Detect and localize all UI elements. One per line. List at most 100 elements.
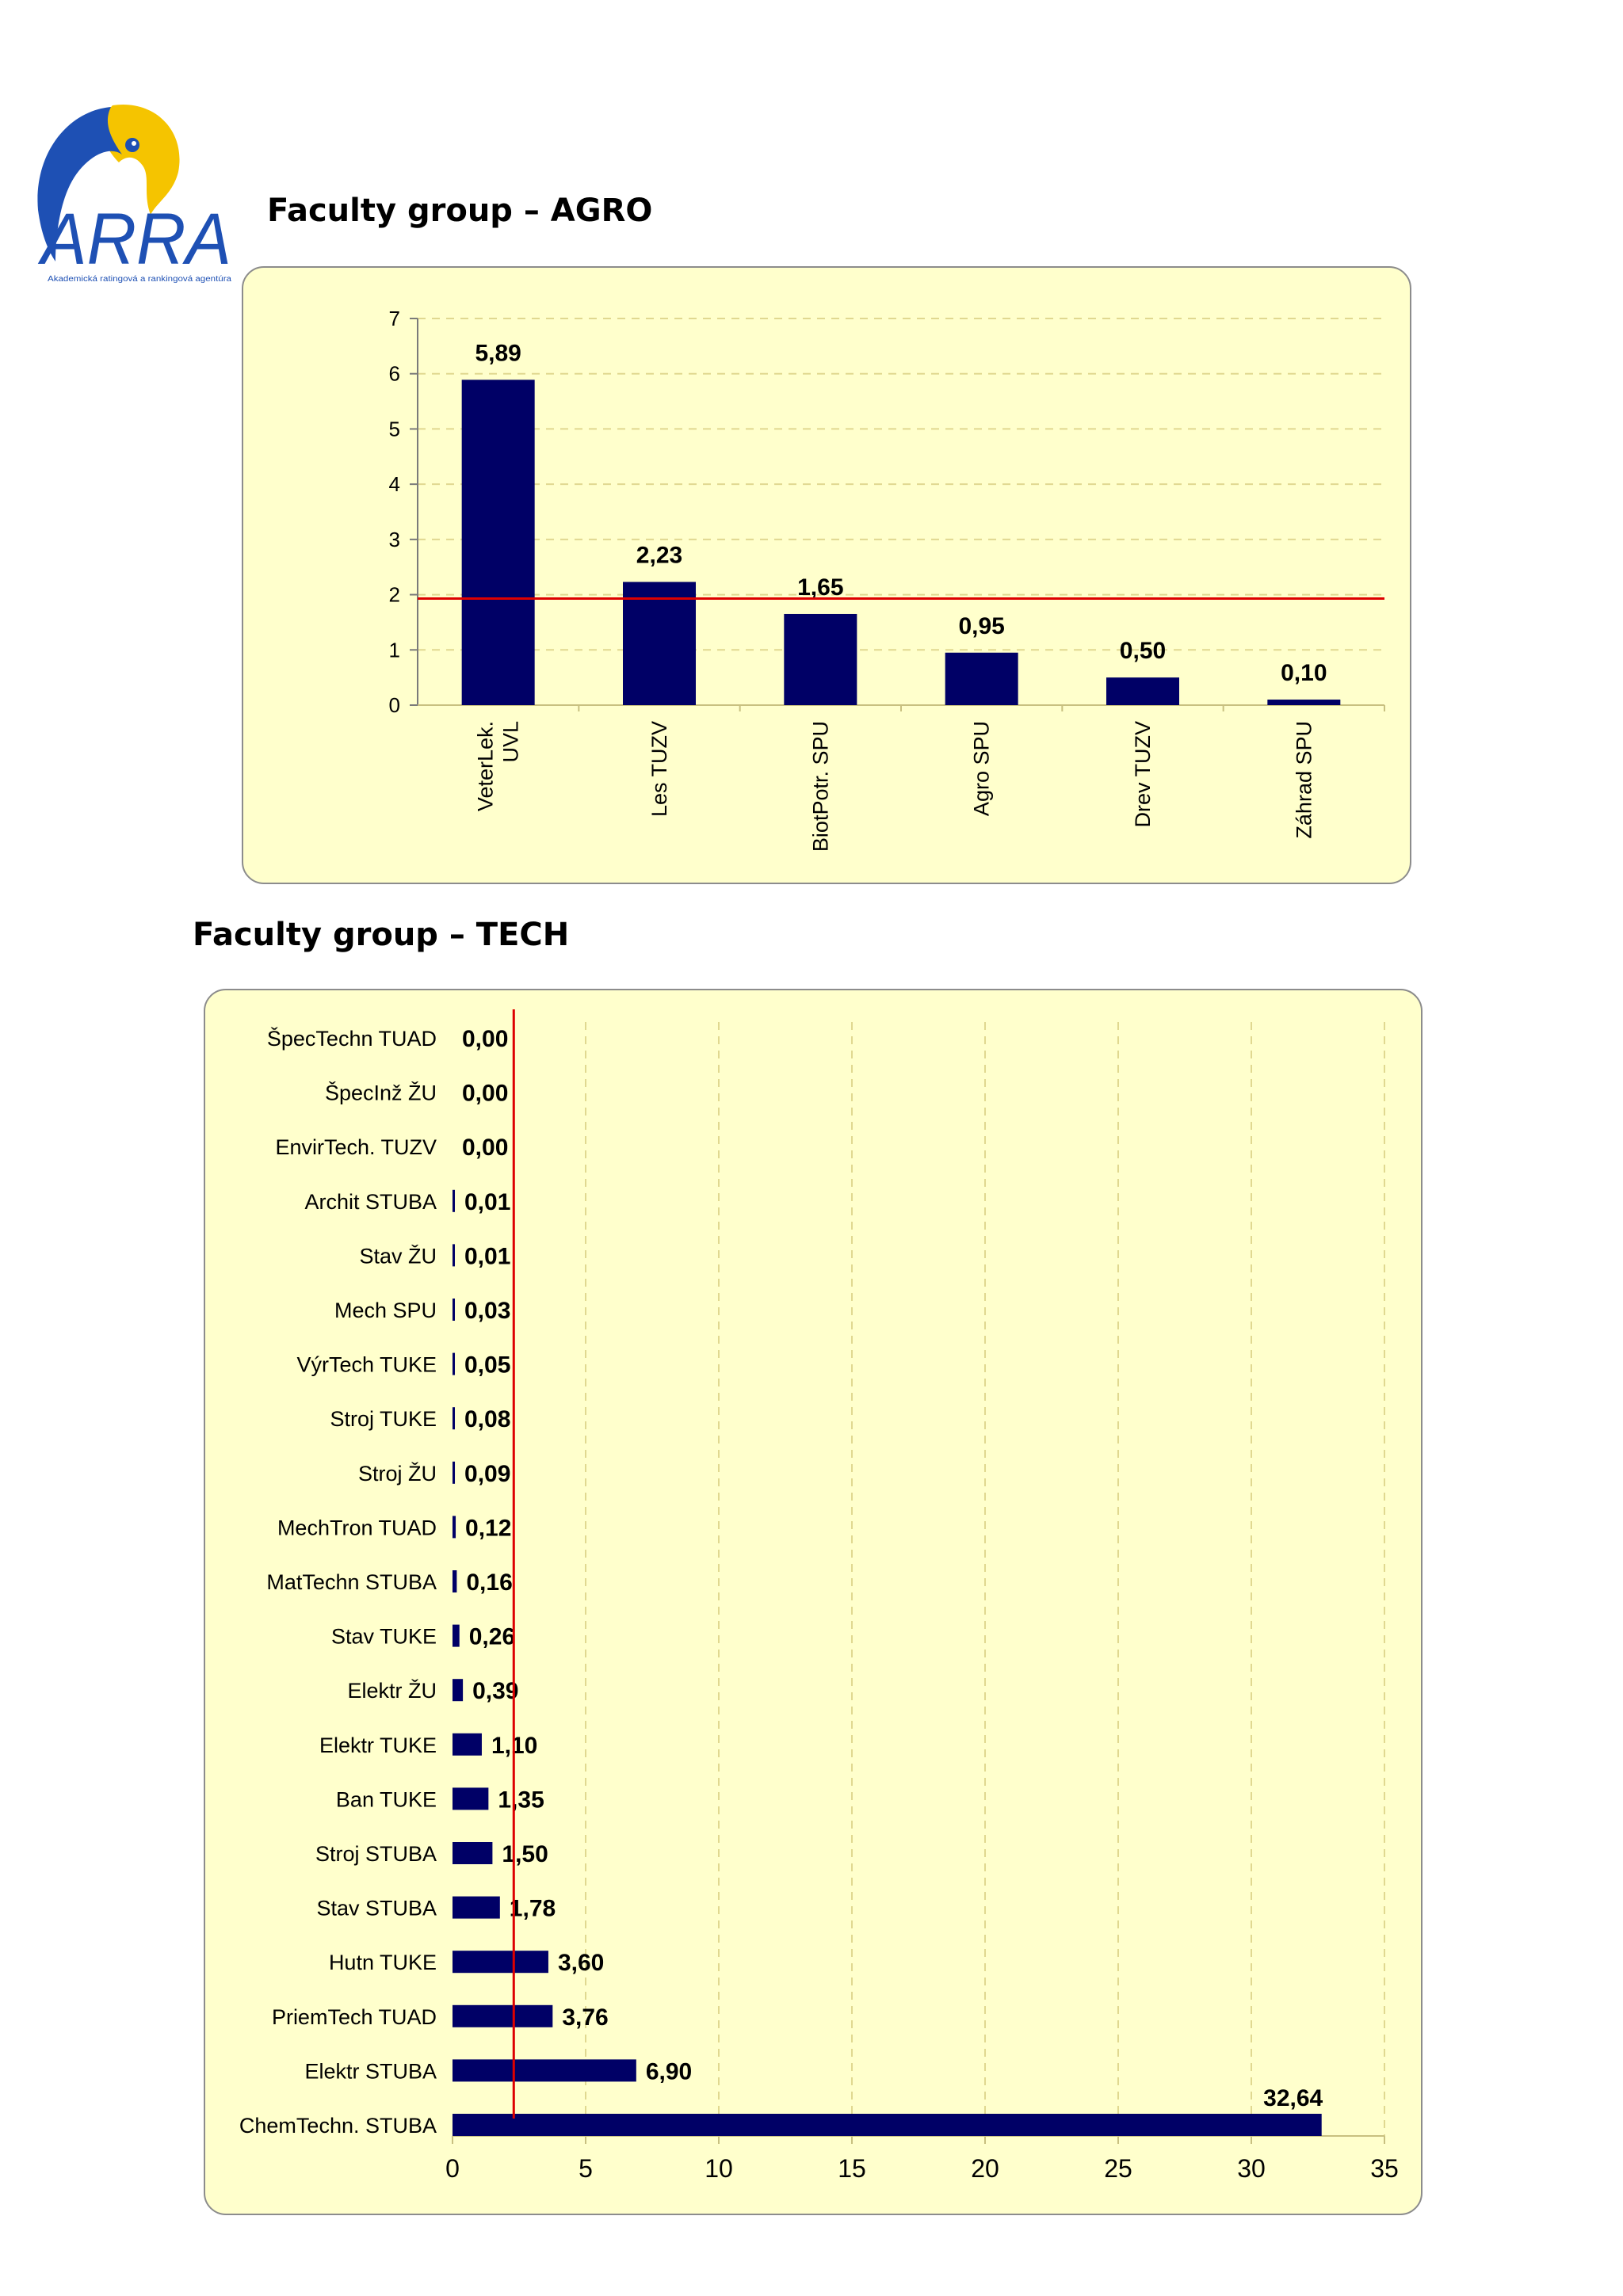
bar-14 — [453, 1787, 489, 1810]
data-label-3: 0,01 — [464, 1189, 510, 1215]
x-tick-label: 25 — [1104, 2154, 1132, 2183]
x-category-label-line: Agro SPU — [970, 721, 994, 816]
y-tick-label: 3 — [389, 528, 400, 551]
bar-10 — [453, 1570, 457, 1592]
x-category-label-3: Agro SPU — [970, 721, 994, 816]
data-label-18: 3,76 — [562, 2004, 608, 2031]
bar-1 — [623, 582, 696, 705]
bar-20 — [453, 2114, 1322, 2136]
x-tick-label: 0 — [445, 2154, 460, 2183]
agro-chart-panel: 0 1 2 3 4 5 6 7 5,89 VeterLek.UVL 2,23 Les TUZV 1,65… — [242, 266, 1411, 884]
y-category-label-1: ŠpecInž ŽU — [325, 1081, 437, 1105]
bar-5 — [1267, 700, 1341, 705]
y-category-label-0: ŠpecTechn TUAD — [267, 1026, 437, 1051]
y-category-label-7: Stroj TUKE — [330, 1407, 437, 1431]
y-category-label-16: Stav STUBA — [316, 1897, 437, 1920]
bar-4 — [1106, 677, 1179, 705]
data-label-2: 0,00 — [462, 1135, 508, 1161]
y-category-label-3: Archit STUBA — [304, 1190, 437, 1214]
bar-13 — [453, 1733, 482, 1756]
data-label-14: 1,35 — [498, 1787, 544, 1813]
logo-brand: ARRA — [37, 199, 231, 280]
data-label-1: 2,23 — [636, 543, 682, 569]
tech-chart-panel: 0 5 10 15 20 25 30 35 ŠpecTechn TUAD 0,00 ŠpecInž … — [204, 989, 1423, 2215]
bar-6 — [453, 1352, 455, 1375]
x-category-label-line: UVL — [499, 721, 523, 763]
y-category-label-2: EnvirTech. TUZV — [275, 1135, 437, 1159]
agro-chart-title: Faculty group – AGRO — [267, 193, 653, 229]
bar-19 — [453, 2059, 636, 2082]
x-category-label-4: Drev TUZV — [1131, 721, 1155, 828]
bar-18 — [453, 2004, 553, 2027]
y-category-label-10: MatTechn STUBA — [266, 1570, 437, 1594]
y-category-label-15: Stroj STUBA — [315, 1842, 437, 1866]
parrot-yellow-shape — [102, 104, 180, 215]
logo-tagline: Akademická ratingová a rankingová agentú… — [48, 275, 231, 284]
data-label-5: 0,10 — [1281, 660, 1327, 686]
arra-logo: ARRA Akademická ratingová a rankingová a… — [37, 104, 231, 284]
y-category-label-11: Stav TUKE — [331, 1625, 437, 1649]
data-label-11: 0,26 — [469, 1624, 515, 1650]
bar-17 — [453, 1951, 548, 1974]
bar-8 — [453, 1461, 456, 1484]
data-label-0: 0,00 — [462, 1026, 508, 1052]
data-label-16: 1,78 — [510, 1896, 556, 1922]
bar-4 — [453, 1244, 455, 1267]
x-tick-label: 5 — [579, 2154, 593, 2183]
y-category-label-13: Elektr TUKE — [319, 1733, 437, 1757]
y-category-label-4: Stav ŽU — [359, 1243, 437, 1268]
data-label-12: 0,39 — [472, 1678, 518, 1704]
data-label-10: 0,16 — [466, 1569, 512, 1596]
x-tick-label: 10 — [705, 2154, 733, 2183]
bar-2 — [784, 613, 857, 705]
data-label-20: 32,64 — [1263, 2085, 1323, 2111]
y-tick-label: 0 — [389, 693, 400, 717]
bar-12 — [453, 1679, 464, 1702]
y-tick-label: 4 — [389, 472, 400, 496]
data-label-0: 5,89 — [475, 340, 521, 366]
data-label-8: 0,09 — [464, 1461, 510, 1487]
bar-11 — [453, 1624, 460, 1647]
y-tick-label: 6 — [389, 362, 400, 386]
data-label-9: 0,12 — [465, 1515, 511, 1541]
bar-7 — [453, 1407, 455, 1430]
y-category-label-19: Elektr STUBA — [304, 2059, 437, 2083]
y-category-label-14: Ban TUKE — [336, 1787, 437, 1811]
data-label-3: 0,95 — [958, 613, 1004, 639]
y-category-label-5: Mech SPU — [334, 1299, 437, 1322]
x-category-label-line: Les TUZV — [647, 721, 671, 817]
data-label-4: 0,01 — [464, 1243, 510, 1269]
data-label-7: 0,08 — [464, 1406, 510, 1432]
x-category-label-5: Záhrad SPU — [1292, 721, 1316, 839]
y-category-label-12: Elektr ŽU — [347, 1678, 437, 1703]
tech-bar-chart: 0 5 10 15 20 25 30 35 ŠpecTechn TUAD 0,00 ŠpecInž … — [239, 1009, 1399, 2183]
x-category-label-1: Les TUZV — [647, 721, 671, 817]
x-category-label-line: Drev TUZV — [1131, 721, 1155, 828]
y-tick-label: 2 — [389, 583, 400, 607]
y-category-label-20: ChemTechn. STUBA — [239, 2114, 437, 2138]
bar-3 — [453, 1189, 455, 1212]
y-tick-label: 7 — [389, 307, 400, 330]
parrot-blue-shape — [37, 107, 122, 261]
x-tick-label: 30 — [1237, 2154, 1266, 2183]
y-category-label-8: Stroj ŽU — [358, 1461, 437, 1486]
data-label-4: 0,50 — [1120, 638, 1166, 664]
y-category-label-6: VýrTech TUKE — [296, 1353, 437, 1377]
x-category-label-line: Záhrad SPU — [1292, 721, 1316, 839]
data-label-6: 0,05 — [464, 1352, 510, 1379]
bar-3 — [945, 652, 1018, 705]
tech-chart-title: Faculty group – TECH — [193, 917, 570, 953]
y-tick-label: 5 — [389, 417, 400, 441]
x-tick-label: 35 — [1370, 2154, 1399, 2183]
data-label-2: 1,65 — [797, 574, 843, 601]
bar-0 — [461, 379, 535, 705]
data-label-5: 0,03 — [464, 1298, 510, 1324]
x-category-label-line: BiotPotr. SPU — [808, 721, 832, 852]
y-category-label-18: PriemTech TUAD — [272, 2005, 437, 2029]
x-category-label-2: BiotPotr. SPU — [808, 721, 832, 852]
data-label-1: 0,00 — [462, 1081, 508, 1107]
bar-5 — [453, 1299, 455, 1321]
agro-bar-chart: 0 1 2 3 4 5 6 7 5,89 VeterLek.UVL 2,23 Les TUZV 1,65… — [389, 307, 1385, 852]
data-label-19: 6,90 — [646, 2058, 692, 2084]
y-category-label-17: Hutn TUKE — [329, 1951, 437, 1974]
